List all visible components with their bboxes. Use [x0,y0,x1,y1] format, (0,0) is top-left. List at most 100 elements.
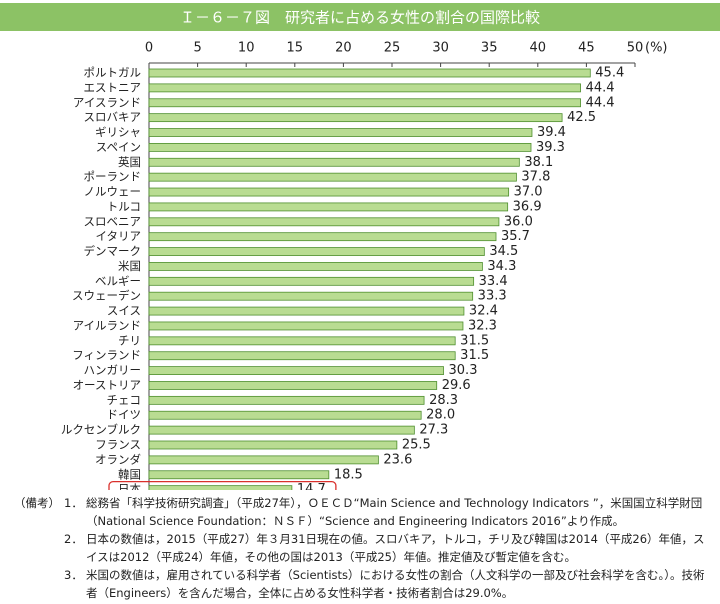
y-tick-label: ハンガリー [84,363,142,377]
note-number: 1． [64,496,83,510]
chart-title: Ｉ－６－７図 研究者に占める女性の割合の国際比較 [180,9,540,27]
bar [148,336,456,346]
value-label: 37.8 [521,170,550,185]
value-label: 33.4 [479,274,508,289]
bar [148,425,415,435]
y-tick-label: 日本 [118,482,141,490]
note-number: 3． [64,568,83,582]
y-tick-label: フィンランド [72,348,141,362]
y-tick-label: オランダ [95,452,141,466]
value-label: 32.3 [468,318,497,333]
value-label: 38.1 [524,155,553,170]
value-label: 34.3 [487,259,516,274]
x-tick-label: 5 [193,41,201,56]
bar [148,291,474,301]
bar [148,470,330,480]
y-tick-label: ポーランド [84,170,142,184]
y-tick-label: スロバキア [84,110,142,124]
value-label: 30.3 [449,363,478,378]
y-tick-label: ノルウェー [84,185,142,199]
y-tick-label: ポルトガル [84,66,142,80]
y-tick-label: トルコ [107,199,141,213]
x-tick-label: 50 [627,41,644,56]
x-tick-label: 40 [530,41,547,56]
note: 2． 日本の数値は，2015（平成27）年３月31日現在の値。スロバキア，トルコ，… [14,530,714,566]
x-unit: (%) [645,41,668,56]
x-tick-label: 0 [145,41,153,56]
y-tick-label: デンマーク [84,244,142,258]
note: （備考） 1． 総務省「科学技術研究調査」（平成27年），ＯＥＣＤ“Main Sci… [14,494,714,530]
x-tick-label: 10 [238,41,255,56]
notes: （備考） 1． 総務省「科学技術研究調査」（平成27年），ＯＥＣＤ“Main Sci… [14,494,714,602]
x-tick-label: 25 [384,41,401,56]
y-tick-label: フランス [95,438,141,452]
bar [148,83,581,93]
bar [148,232,497,242]
y-tick-label: スペイン [96,140,141,154]
value-label: 28.0 [426,408,455,423]
value-label: 44.4 [586,80,615,95]
title-band [0,3,720,31]
x-tick-label: 20 [335,41,352,56]
note-number: 2． [64,532,83,546]
x-tick-label: 35 [481,41,498,56]
bar [148,247,485,256]
y-tick-label: 米国 [118,259,141,273]
value-label: 27.3 [419,423,448,438]
bar [148,98,581,108]
x-tick-label: 45 [578,41,595,56]
value-label: 23.6 [383,452,412,467]
value-label: 14.7 [297,482,326,490]
bar [148,187,510,197]
y-tick-label: オーストリア [73,378,141,392]
bar [148,351,456,361]
x-tick-label: 15 [287,41,304,56]
bar [148,276,475,286]
highlight-box [108,480,337,490]
y-tick-label: ベルギー [95,274,141,288]
y-tick-label: ルクセンブルク [61,423,141,437]
bar [148,321,464,331]
value-label: 31.5 [460,333,489,348]
bar [148,202,509,212]
bar [148,440,398,450]
y-tick-label: アイスランド [73,95,141,109]
value-label: 25.5 [402,438,431,453]
bar [148,157,520,167]
y-tick-label: ドイツ [107,408,142,422]
note-text: 総務省「科学技術研究調査」（平成27年），ＯＥＣＤ“Main Science a… [86,496,703,528]
notes-heading [14,566,64,602]
value-label: 35.7 [501,229,530,244]
value-label: 45.4 [595,66,624,81]
bar [148,142,532,152]
y-tick-label: スロベニア [84,214,142,228]
value-label: 44.4 [586,95,615,110]
chart: Ｉ－６－７図 研究者に占める女性の割合の国際比較 0 5 10 15 20 25 30 35 4… [0,3,720,490]
y-tick-label: チェコ [107,393,142,407]
y-tick-label: チリ [118,333,141,347]
y-tick-label: 韓国 [118,467,141,481]
bar [148,395,425,405]
value-label: 34.5 [489,244,518,259]
bar [148,217,500,227]
y-tick-label: エストニア [84,80,142,94]
y-tick-label: イタリア [95,229,141,243]
bar [148,485,293,490]
y-tick-label: 英国 [118,155,141,169]
y-tick-label: アイルランド [73,318,141,332]
value-label: 36.0 [504,214,533,229]
value-label: 33.3 [478,289,507,304]
y-tick-label: ギリシャ [95,125,141,139]
notes-heading [14,530,64,566]
note: 3． 米国の数値は，雇用されている科学者（Scientists）における女性の割合… [14,566,714,602]
bar [148,172,517,182]
bar [148,262,483,271]
value-label: 32.4 [469,304,498,319]
value-label: 18.5 [334,467,363,482]
x-tick-label: 30 [432,41,449,56]
bar [148,455,379,465]
y-tick-label: スウェーデン [72,289,141,303]
bar [148,381,438,390]
bar [148,366,444,376]
